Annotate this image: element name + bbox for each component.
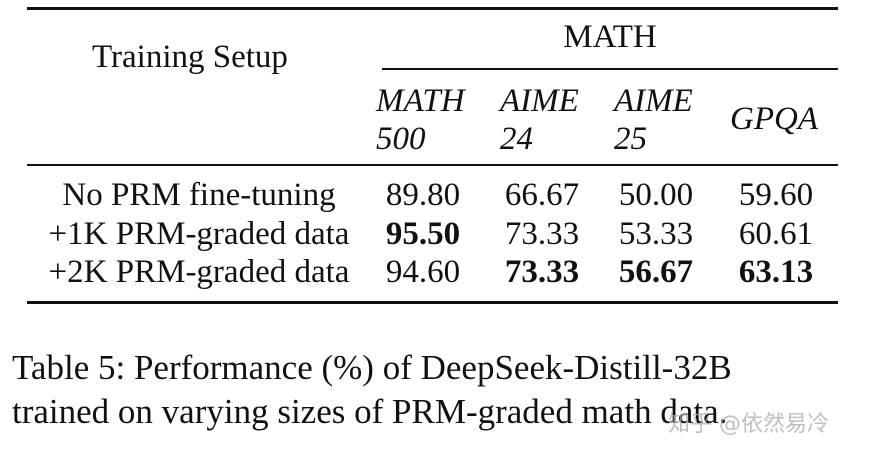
cell-2k-prm-aime24: 73.33	[504, 254, 580, 290]
top-rule	[27, 7, 838, 10]
table-caption: Table 5: Performance (%) of DeepSeek-Dis…	[12, 346, 862, 434]
col-header-gpqa: GPQA	[730, 101, 818, 137]
cell-no-prm-math500: 89.80	[385, 177, 461, 213]
cell-1k-prm-gpqa: 60.61	[738, 216, 814, 252]
group-cmidrule	[382, 68, 838, 70]
cell-2k-prm-math500: 94.60	[385, 254, 461, 290]
col-header-math500: MATH 500	[376, 83, 465, 157]
cell-1k-prm-aime24: 73.33	[504, 216, 580, 252]
cell-no-prm-aime24: 66.67	[504, 177, 580, 213]
col-header-aime24: AIME 24	[500, 83, 579, 157]
row-label-no-prm: No PRM fine-tuning	[62, 177, 336, 213]
col-header-aime25: AIME 25	[614, 83, 693, 157]
cell-2k-prm-gpqa: 63.13	[738, 254, 814, 290]
math-group-header: MATH	[563, 19, 657, 55]
cell-1k-prm-math500: 95.50	[385, 216, 461, 252]
bottom-rule	[27, 301, 838, 304]
caption-line-2: trained on varying sizes of PRM-graded m…	[12, 392, 728, 431]
cell-no-prm-gpqa: 59.60	[738, 177, 814, 213]
row-label-1k-prm: +1K PRM-graded data	[48, 216, 350, 252]
caption-line-1: Table 5: Performance (%) of DeepSeek-Dis…	[12, 348, 732, 387]
watermark-text: 知乎 @依然易冷	[668, 412, 829, 437]
cell-2k-prm-aime25: 56.67	[618, 254, 694, 290]
cell-1k-prm-aime25: 53.33	[618, 216, 694, 252]
cell-no-prm-aime25: 50.00	[618, 177, 694, 213]
mid-rule	[27, 164, 838, 166]
training-setup-header: Training Setup	[92, 39, 288, 75]
row-label-2k-prm: +2K PRM-graded data	[48, 254, 350, 290]
